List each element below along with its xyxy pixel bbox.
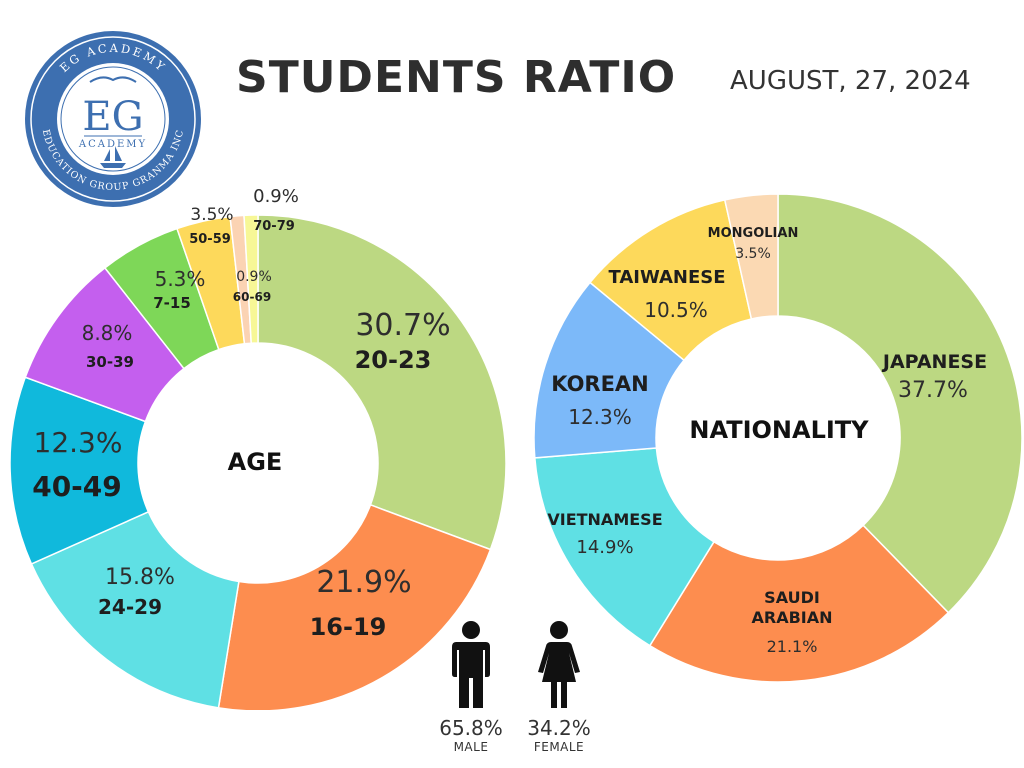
- nationality-pct-saudi-arabian: 21.1%: [767, 637, 818, 656]
- nationality-pct-taiwanese: 10.5%: [644, 298, 708, 322]
- age-pct-7-15: 5.3%: [155, 267, 206, 291]
- age-label-30-39: 30-39: [86, 353, 134, 371]
- female-percentage: 34.2%: [524, 716, 594, 740]
- age-pct-24-29: 15.8%: [105, 565, 175, 590]
- page-title: STUDENTS RATIO: [236, 52, 676, 103]
- age-label-60-69: 60-69: [233, 290, 271, 304]
- gender-male: 65.8% MALE: [436, 620, 506, 754]
- age-label-24-29: 24-29: [98, 595, 162, 619]
- report-date: AUGUST, 27, 2024: [730, 66, 971, 96]
- nationality-label-taiwanese: TAIWANESE: [608, 267, 725, 288]
- nationality-pct-japanese: 37.7%: [898, 378, 968, 403]
- age-pct-60-69: 0.9%: [236, 269, 272, 285]
- age-label-50-59: 50-59: [189, 232, 231, 247]
- female-label: FEMALE: [524, 740, 594, 754]
- age-label-7-15: 7-15: [153, 294, 191, 312]
- male-percentage: 65.8%: [436, 716, 506, 740]
- nationality-slice-japanese: [778, 194, 1022, 613]
- age-pct-40-49: 12.3%: [34, 426, 123, 459]
- age-center-label: AGE: [228, 448, 283, 476]
- nationality-pct-korean: 12.3%: [568, 405, 632, 429]
- nationality-label-korean: KOREAN: [551, 372, 649, 396]
- age-label-70-79: 70-79: [253, 219, 295, 234]
- logo-sub: ACADEMY: [78, 139, 147, 150]
- age-label-20-23: 20-23: [355, 346, 432, 374]
- age-label-16-19: 16-19: [310, 613, 387, 641]
- male-label: MALE: [436, 740, 506, 754]
- age-pct-20-23: 30.7%: [355, 308, 450, 343]
- age-pct-50-59: 3.5%: [190, 205, 233, 225]
- age-label-40-49: 40-49: [32, 470, 122, 503]
- age-pct-30-39: 8.8%: [82, 321, 133, 345]
- nationality-pct-mongolian: 3.5%: [735, 246, 771, 262]
- age-slice-20-23: [258, 215, 506, 549]
- logo-monogram: EG: [82, 94, 143, 140]
- female-icon: [524, 620, 594, 710]
- age-pct-16-19: 21.9%: [316, 565, 411, 600]
- nationality-pct-vietnamese: 14.9%: [576, 537, 633, 558]
- nationality-label-mongolian: MONGOLIAN: [708, 226, 799, 241]
- age-pct-70-79: 0.9%: [253, 186, 299, 207]
- nationality-label-vietnamese: VIETNAMESE: [547, 510, 662, 529]
- nationality-label-japanese: JAPANESE: [881, 351, 987, 373]
- gender-female: 34.2% FEMALE: [524, 620, 594, 754]
- male-icon: [436, 620, 506, 710]
- nationality-center-label: NATIONALITY: [689, 416, 869, 444]
- gender-ratio: 65.8% MALE 34.2% FEMALE: [436, 620, 586, 765]
